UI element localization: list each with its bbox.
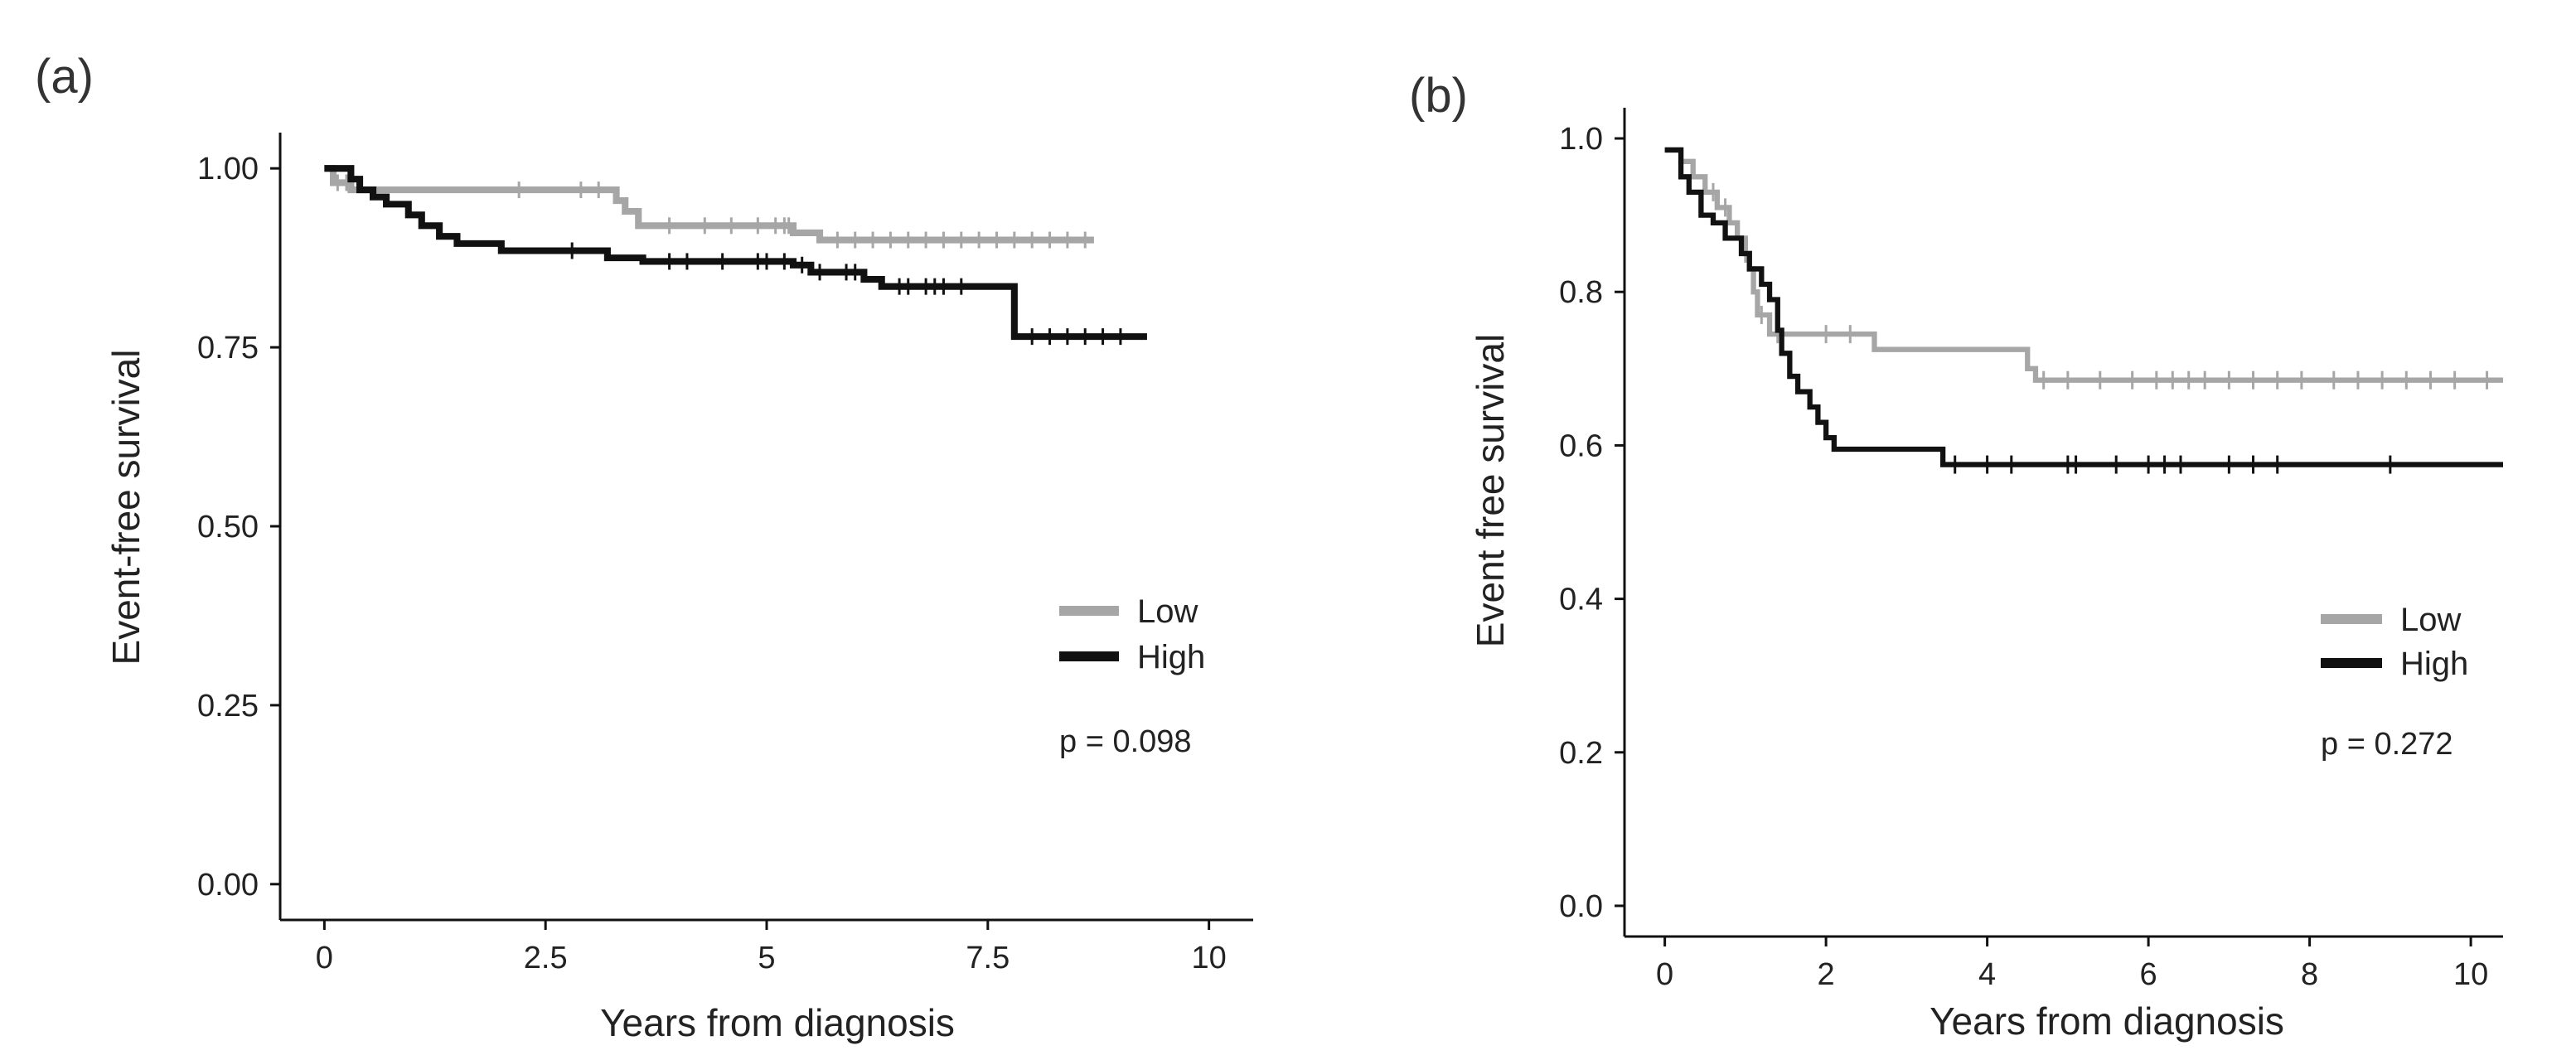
panel-b-series-high-curve [1664,147,2503,467]
panel-b-y-tick-label: 0.8 [1559,275,1603,310]
panel-a-legend-label-low: Low [1137,593,1198,630]
panel-a-label: (a) [35,50,94,104]
panel-a-y-axis-title: Event-free survival [104,350,148,666]
panel-b-legend: Low High [2321,602,2468,682]
panel-b-label: (b) [1409,69,1468,123]
panel-b-x-tick-label: 10 [2453,957,2488,992]
panel-b-x-tick-label: 2 [1818,957,1835,992]
panel-b-series-low-curve [1664,147,2503,383]
panel-a-series-high-curve [324,165,1147,341]
panel-a-legend-label-high: High [1137,639,1205,675]
panel-a-legend: Low High [1059,593,1205,675]
panel-b-y-tick-label: 0.0 [1559,889,1603,924]
panel-b-plot [1664,147,2503,474]
panel-a: (a) 0 2.5 5 7.5 10 0.00 0.25 0.50 0.75 1.00 Years… [35,50,1253,1044]
panel-b-y-tick-label: 0.4 [1559,583,1603,617]
panel-b-y-axis-title: Event free survival [1469,334,1512,647]
panel-b: (b) 0 2 4 6 8 10 0.0 0.2 0.4 0.6 0.8 1.0 Years from… [1409,69,2503,1043]
panel-b-x-tick-label: 0 [1656,957,1673,992]
panel-b-y-tick-label: 0.6 [1559,428,1603,463]
panel-a-y-tick-label: 0.75 [197,331,259,365]
panel-b-x-axis-title: Years from diagnosis [1930,999,2284,1043]
panel-a-y-tick-label: 0.25 [197,689,259,724]
panel-a-x-tick-label: 10 [1191,941,1226,975]
panel-a-series-low-curve [324,165,1094,244]
panel-a-plot [324,165,1147,346]
panel-b-x-tick-label: 8 [2301,957,2318,992]
panel-b-y-tick-label: 0.2 [1559,736,1603,771]
panel-a-y-tick-label: 0.00 [197,868,259,903]
panel-b-p-value: p = 0.272 [2321,727,2453,762]
panel-b-y-tick-label: 1.0 [1559,122,1603,157]
panel-b-legend-label-low: Low [2400,602,2461,638]
panel-b-x-tick-label: 4 [1978,957,1996,992]
panel-a-x-tick-label: 0 [316,941,333,975]
panel-a-x-tick-label: 7.5 [966,941,1010,975]
panel-b-x-tick-label: 6 [2140,957,2157,992]
panel-a-y-tick-label: 0.50 [197,510,259,545]
panel-b-axes: 0 2 4 6 8 10 0.0 0.2 0.4 0.6 0.8 1.0 [1559,108,2503,992]
panel-b-legend-label-high: High [2400,646,2468,682]
panel-a-x-tick-label: 5 [758,941,775,975]
panel-a-x-tick-label: 2.5 [524,941,568,975]
panel-a-axes: 0 2.5 5 7.5 10 0.00 0.25 0.50 0.75 1.00 [197,133,1253,975]
panel-a-x-axis-title: Years from diagnosis [600,1001,955,1044]
panel-a-y-tick-label: 1.00 [197,152,259,186]
panel-a-p-value: p = 0.098 [1059,724,1192,759]
